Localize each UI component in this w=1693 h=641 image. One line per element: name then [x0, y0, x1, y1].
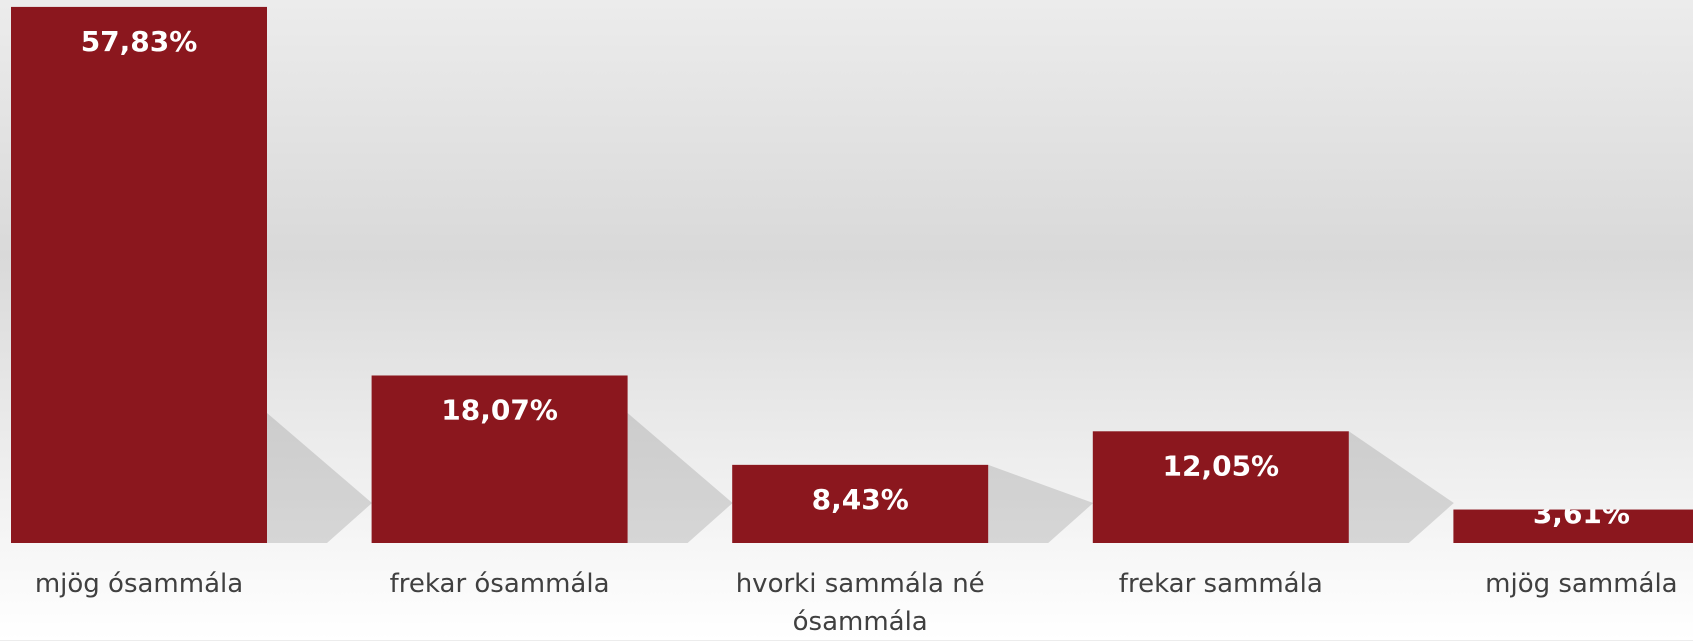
bar-shadow: [267, 413, 372, 543]
value-label: 3,61%: [1533, 497, 1630, 530]
category-label: mjög ósammála: [34, 569, 244, 599]
bar: [11, 6, 267, 544]
category-label: frekar sammála: [1118, 569, 1323, 599]
value-label: 12,05%: [1162, 449, 1279, 482]
value-label: 57,83%: [81, 25, 198, 58]
value-label: 18,07%: [441, 393, 558, 426]
bar-shadow: [627, 413, 733, 543]
bar: [732, 464, 989, 543]
bar: [1453, 509, 1693, 543]
bar: [371, 375, 628, 543]
category-label: mjög sammála: [1485, 569, 1678, 599]
bar: [1092, 431, 1349, 543]
category-label: frekar ósammála: [389, 569, 610, 599]
bar-shadow: [988, 464, 1094, 543]
bar-shadow: [1348, 431, 1454, 543]
category-label: hvorki sammála né ósammála: [735, 569, 985, 637]
value-label: 8,43%: [812, 483, 909, 516]
